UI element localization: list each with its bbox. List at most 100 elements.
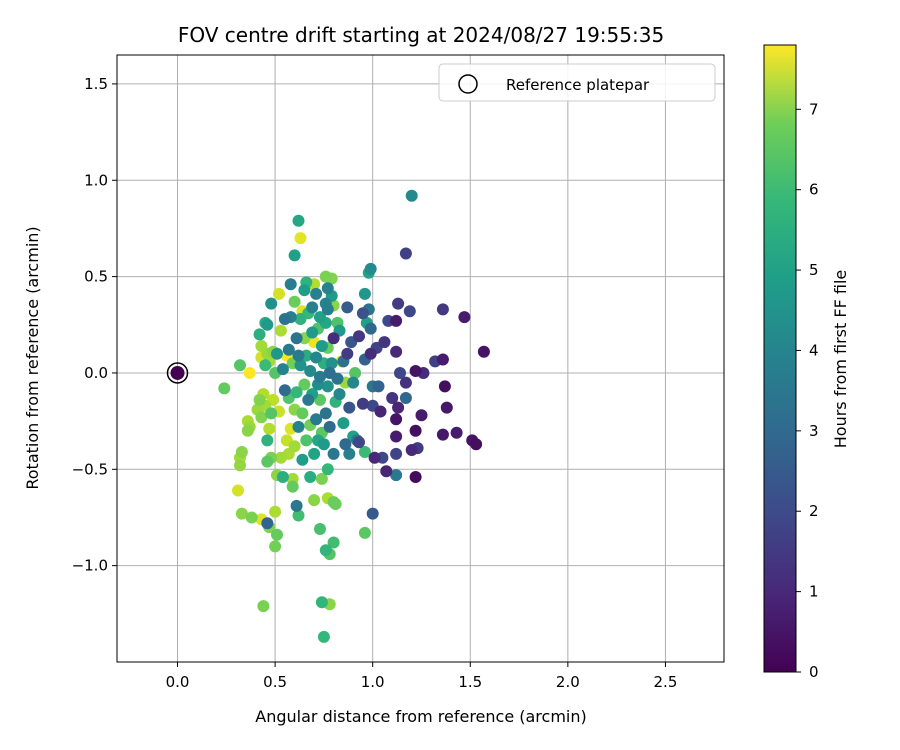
scatter-point [314,311,326,324]
x-axis-label: Angular distance from reference (arcmin) [255,707,586,726]
colorbar-tick-label: 1 [809,583,819,601]
scatter-point [300,434,313,447]
colorbar-gradient [763,44,797,673]
scatter-point [310,287,323,300]
scatter-point [358,446,371,458]
x-axis-ticks: 0.0 0.5 1.0 1.5 2.0 2.5 [166,662,677,691]
y-tick-label: 1.0 [84,171,108,189]
scatter-point [263,422,276,435]
scatter-point [308,447,321,460]
scatter-point [288,295,301,308]
scatter-point [306,326,319,339]
scatter-point [403,305,416,318]
scatter-point [315,340,328,352]
scatter-point [274,324,287,337]
scatter-point [278,384,291,397]
scatter-point [261,434,274,447]
scatter-point [368,451,381,464]
scatter-point [319,544,332,557]
scatter-point [310,413,323,426]
scatter-point [378,336,391,349]
scatter-point [333,388,346,401]
scatter-point [290,499,303,512]
scatter-point [308,494,321,507]
scatter-point [261,517,274,530]
scatter-point [436,428,449,441]
scatter-point [390,413,403,426]
scatter-point [286,480,299,493]
scatter-point [390,345,403,358]
scatter-point [364,262,377,275]
scatter-point [276,471,289,483]
scatter-point [327,496,340,509]
x-tick-label: 1.5 [458,673,482,691]
scatter-point [235,446,248,458]
scatter-point [323,420,336,433]
scatter-point [399,392,412,404]
plot-area [117,55,724,662]
scatter-point [259,359,272,372]
scatter-point [317,438,330,451]
scatter-point [232,484,244,497]
scatter-point [255,411,268,424]
scatter-point [292,214,305,227]
scatter-point [298,284,311,297]
scatter-point [353,436,365,449]
scatter-point [327,332,340,345]
legend: Reference platepar [438,63,716,102]
scatter-point [304,365,317,377]
scatter-point [409,471,422,483]
scatter-point [302,393,315,406]
scatter-point [343,401,356,414]
colorbar-tick-label: 7 [809,100,819,118]
scatter-point [323,367,336,379]
scatter-point [294,359,307,372]
scatter-point [339,438,352,451]
scatter-point [273,287,285,300]
scatter-point [409,365,422,377]
legend-marker-icon [458,74,478,94]
scatter-point [347,376,360,389]
scatter-point [409,424,422,437]
y-axis-label: Rotation from reference (arcmin) [23,226,42,489]
scatter-point [337,417,350,430]
scatter-point [241,424,254,437]
scatter-point [356,397,369,410]
scatter-point [321,282,334,295]
scatter-point [310,351,323,364]
scatter-point [380,465,393,478]
scatter-point [257,600,270,613]
scatter-point [399,247,412,260]
scatter-point [358,526,371,539]
scatter-point [261,318,274,331]
scatter-point [265,297,278,310]
scatter-point [321,303,334,316]
scatter-point [304,471,317,483]
colorbar: 0 1 2 3 4 5 6 7 Hours from first FF file [763,44,850,681]
scatter-point [235,507,248,520]
y-axis-ticks: −1.0 −0.5 0.0 0.5 1.0 1.5 [72,75,117,575]
scatter-point [288,249,301,262]
colorbar-tick-label: 6 [809,181,819,199]
scatter-point [390,469,403,482]
colorbar-label: Hours from first FF file [831,270,850,449]
x-tick-label: 1.0 [361,673,385,691]
colorbar-ticks: 0 1 2 3 4 5 6 7 [796,100,819,681]
x-tick-label: 0.5 [263,673,287,691]
scatter-point [436,353,449,366]
colorbar-tick-label: 3 [809,422,819,440]
scatter-point [364,347,377,360]
scatter-point [294,313,307,325]
scatter-point [392,297,405,310]
scatter-point [327,536,340,549]
scatter-point [284,278,297,291]
scatter-point [314,370,326,383]
data-points [218,189,490,643]
scatter-point [450,426,463,439]
scatter-point [319,407,332,420]
scatter-point [341,301,354,314]
plot-frame [116,54,725,663]
scatter-point [276,363,289,376]
scatter-point [399,376,412,389]
